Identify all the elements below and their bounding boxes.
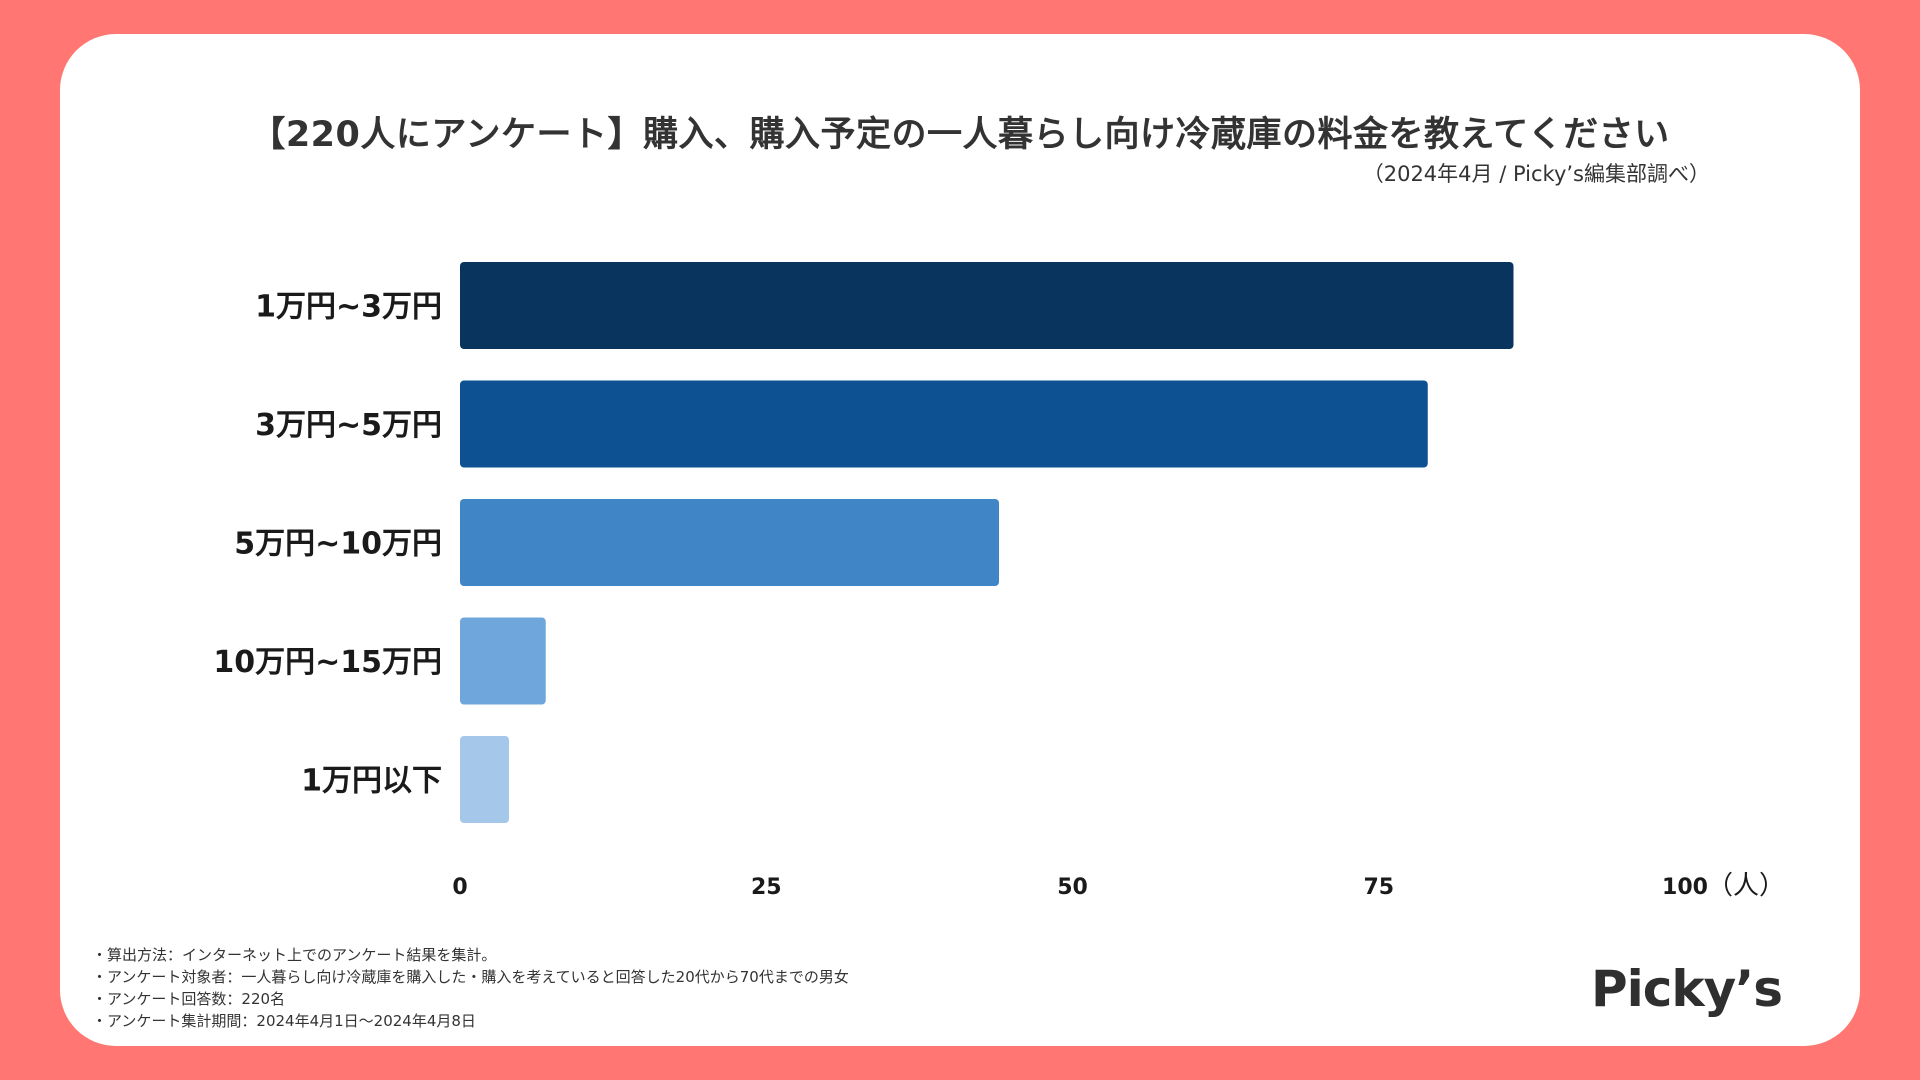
x-tick-50: 50 [1057, 875, 1088, 900]
bar-chart: 1万円~3万円 3万円~5万円 5万円~10万円 10万円~15万円 1万円以下 0 25 5… [213, 262, 1785, 901]
note-target: ・アンケート対象者：一人暮らし向け冷蔵庫を購入した・購入を考えていると回答した2… [92, 968, 849, 986]
source-note: （2024年4月 / Picky’s編集部調べ） [1362, 162, 1710, 186]
note-count: ・アンケート回答数：220名 [92, 990, 286, 1008]
bar-4 [460, 617, 546, 705]
x-tick-100: 100 [1662, 875, 1708, 900]
category-label-1: 1万円~3万円 [255, 290, 442, 325]
survey-notes: ・算出方法：インターネット上でのアンケート結果を集計。 ・アンケート対象者：一人… [92, 944, 849, 1032]
bar-5 [460, 736, 509, 823]
category-label-2: 3万円~5万円 [255, 408, 442, 443]
chart-title: 【220人にアンケート】購入、購入予定の一人暮らし向け冷蔵庫の料金を教えてくださ… [250, 115, 1670, 155]
x-tick-75: 75 [1363, 875, 1394, 900]
note-period: ・アンケート集計期間：2024年4月1日〜2024年4月8日 [92, 1012, 476, 1030]
note-method: ・算出方法：インターネット上でのアンケート結果を集計。 [92, 946, 497, 964]
x-tick-25: 25 [751, 875, 782, 900]
category-label-3: 5万円~10万円 [234, 527, 442, 562]
category-label-5: 1万円以下 [301, 764, 442, 799]
category-label-4: 10万円~15万円 [213, 645, 442, 680]
bar-2 [460, 380, 1428, 468]
x-axis-unit: （人） [1707, 871, 1785, 901]
chart-card: 【220人にアンケート】購入、購入予定の一人暮らし向け冷蔵庫の料金を教えてくださ… [60, 34, 1860, 1046]
pickys-logo: Picky’s [1590, 960, 1783, 1018]
bar-1 [460, 262, 1514, 349]
bar-3 [460, 499, 999, 586]
x-tick-0: 0 [452, 875, 467, 900]
